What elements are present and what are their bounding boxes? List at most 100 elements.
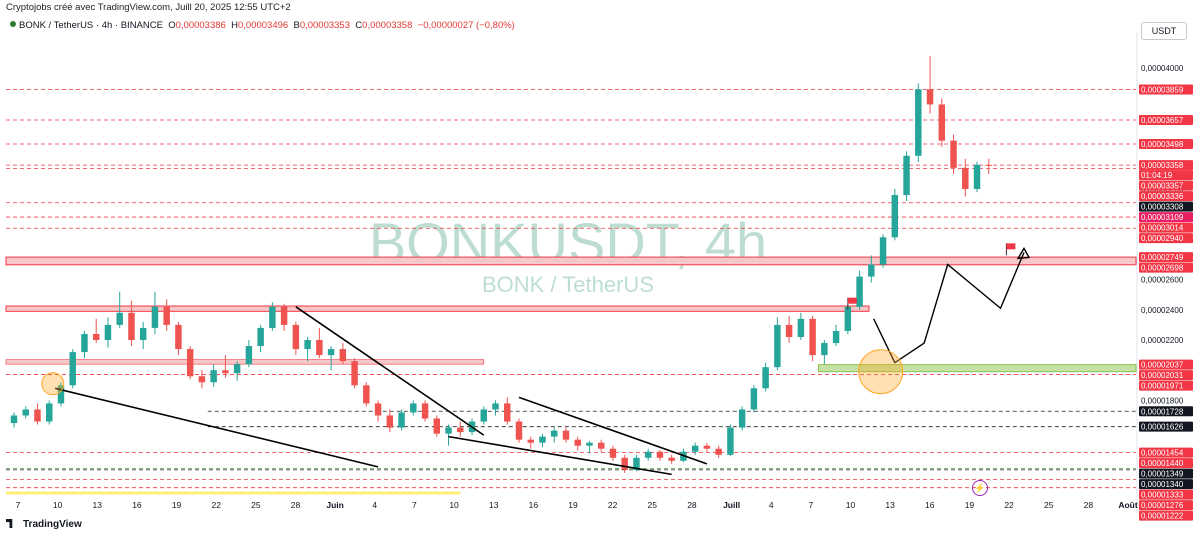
candle-body [973,164,981,189]
candle-body [363,385,370,404]
price-tick-label: 0,00001800 [1141,396,1184,405]
price-label-box [1139,447,1193,458]
price-tick-label: 0,00004000 [1141,64,1184,73]
candle-body [938,104,946,141]
candle-body [386,415,394,428]
candle-body [774,324,781,368]
time-tick-label: 4 [372,500,377,510]
time-tick-label: 16 [529,500,539,510]
price-label-box [1139,160,1193,171]
price-label-box [1139,84,1193,95]
price-label: 0,00001440 [1141,459,1184,468]
lightning-icon[interactable]: ⚡ [972,480,988,496]
candle-body [222,370,229,374]
price-label-box [1139,233,1193,244]
candle-body [609,448,617,458]
close-value: 0,00003358 [362,20,413,31]
price-label: 01:04:19 [1141,171,1173,180]
horizontal-levels [6,89,1136,495]
price-label-box [1139,479,1193,490]
candle-body [856,276,863,307]
candle-body [104,324,112,340]
price-label-box [1139,252,1193,263]
candle-body [22,409,29,416]
price-label-box [1139,380,1193,391]
arrow-head [1016,247,1031,260]
time-tick-label: 25 [1044,500,1054,510]
candle-body [903,155,910,196]
grid [6,34,1136,511]
price-label: 0,00003014 [1141,224,1184,233]
price-label-box [1139,170,1193,181]
candle-body [198,376,206,383]
highlight-circle [41,372,65,396]
price-label: 0,00002749 [1141,253,1184,262]
price-label-box [1139,222,1193,233]
candle-body [950,140,957,168]
price-label-box [1139,421,1193,432]
price-label: 0,00001454 [1141,449,1184,458]
candle-body [633,457,640,470]
candle-body [656,451,664,458]
price-label: 0,00002940 [1141,234,1184,243]
candle-body [210,370,217,383]
price-label: 0,00001222 [1141,512,1184,521]
candle-body [139,327,147,340]
price-label: 0,00003657 [1141,116,1184,125]
time-tick-label: 19 [568,500,578,510]
time-tick-label: 19 [172,500,182,510]
drawings [41,243,1031,476]
candlestick-chart[interactable]: BONKUSDT, 4h BONK / TetherUS 0,000040000… [0,16,1199,536]
candle-body [539,436,546,443]
resistance-zone [5,359,485,365]
price-zones [5,256,1137,373]
candle-body [186,349,194,377]
candle-body [727,427,734,455]
candle-body [915,89,922,156]
price-label-box [1139,489,1193,500]
price-label-box [1139,468,1193,479]
candle-body [868,264,875,277]
time-tick-label: 10 [846,500,856,510]
time-tick-label: 4 [769,500,774,510]
price-label: 0,00003336 [1141,192,1184,201]
candle-body [515,421,523,440]
candle-body [551,430,558,437]
currency-button[interactable]: USDT [1141,22,1187,40]
high-label: H [231,20,238,31]
price-label: 0,00002031 [1141,371,1184,380]
candle-body [421,403,429,419]
chart-caption: Cryptojobs créé avec TradingView.com, Ju… [6,2,291,13]
time-tick-label: Juin [326,500,343,510]
candle-body [492,403,499,410]
price-label: 0,00001276 [1141,501,1184,510]
market-status-icon [10,21,16,27]
symbol-label[interactable]: BONK / TetherUS · 4h · BINANCE [19,20,163,31]
candle-body [844,306,852,331]
price-label: 0,00002037 [1141,361,1184,370]
chart-area[interactable]: BONKUSDT, 4h BONK / TetherUS 0,00004000 0… [0,16,1199,536]
candle-body [621,457,628,470]
time-tick-label: 16 [925,500,935,510]
price-label: 0,00001340 [1141,480,1184,489]
time-tick-label: 19 [965,500,975,510]
candle-body [762,367,769,389]
price-label: 0,00003357 [1141,182,1184,191]
projection-path [873,252,1025,364]
candle-body [750,388,758,410]
candle-body [691,445,699,452]
time-tick-label: 7 [412,500,417,510]
candle-body [280,306,288,325]
candle-body [457,427,464,433]
candle-body [962,167,969,189]
candle-body [316,340,323,356]
candle-body [703,445,711,449]
price-label: 0,00001349 [1141,470,1184,479]
time-tick-label: 28 [291,500,301,510]
price-tick-label: 0,00002600 [1141,276,1184,285]
candle-body [92,333,100,340]
trend-line [54,387,379,468]
time-tick-label: 13 [885,500,895,510]
candle-body [81,333,88,353]
price-label-box [1139,212,1193,223]
